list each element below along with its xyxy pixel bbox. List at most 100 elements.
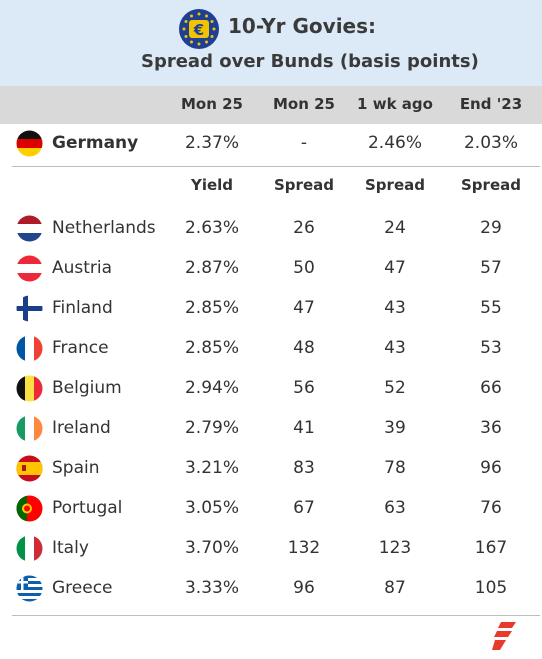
table-row: Belgium 2.94% 56 52 66 xyxy=(0,369,542,409)
eu-star xyxy=(212,27,216,31)
country-name: Finland xyxy=(52,298,113,318)
eu-star xyxy=(197,42,201,46)
country-name: Germany xyxy=(52,133,139,153)
week-ago-spread-value: 78 xyxy=(384,458,406,478)
yield-value: 2.63% xyxy=(184,218,239,238)
table-row: Spain 3.21% 83 78 96 xyxy=(0,449,542,489)
eu-star xyxy=(205,14,208,18)
flag-gr-icon xyxy=(16,575,43,602)
spread-value: 41 xyxy=(293,418,315,438)
yield-value: 3.70% xyxy=(184,538,239,558)
country-name: Belgium xyxy=(52,378,122,398)
end-year-value: 2.03% xyxy=(463,133,518,153)
end-year-spread-value: 53 xyxy=(480,338,502,358)
week-ago-spread-value: 47 xyxy=(384,258,406,278)
subheader-spread: Spread xyxy=(365,176,425,194)
eu-star xyxy=(190,40,193,44)
flag-ie-icon xyxy=(16,415,43,442)
table-row: France 2.85% 48 43 53 xyxy=(0,329,542,369)
yield-value: 3.05% xyxy=(184,498,239,518)
yield-value: 2.94% xyxy=(184,378,239,398)
week-ago-spread-value: 52 xyxy=(384,378,406,398)
spread-value: 48 xyxy=(293,338,315,358)
flag-be-icon xyxy=(16,375,43,402)
euro-icon: € xyxy=(179,9,219,49)
subheader-yield: Yield xyxy=(190,176,234,194)
country-name: Italy xyxy=(52,538,89,558)
flag-es-icon xyxy=(16,455,43,482)
spread-value: 56 xyxy=(293,378,315,398)
spread-value: 47 xyxy=(293,298,315,318)
week-ago-spread-value: 87 xyxy=(384,578,406,598)
column-header: 1 wk ago xyxy=(357,95,433,113)
week-ago-spread-value: 43 xyxy=(384,338,406,358)
country-name: Portugal xyxy=(52,498,123,518)
country-name: France xyxy=(52,338,109,358)
flag-nl-icon xyxy=(16,215,43,242)
yield-value: 2.87% xyxy=(184,258,239,278)
table-row: Finland 2.85% 47 43 55 xyxy=(0,289,542,329)
chart-subtitle: Spread over Bunds (basis points) xyxy=(141,51,479,72)
end-year-spread-value: 96 xyxy=(480,458,502,478)
table-row-germany: Germany 2.37% - 2.46% 2.03% xyxy=(0,124,542,164)
week-ago-spread-value: 123 xyxy=(378,538,412,558)
table-row: Netherlands 2.63% 26 24 29 xyxy=(0,209,542,249)
spread-value: 26 xyxy=(293,218,315,238)
eu-star xyxy=(182,27,186,31)
column-header: End '23 xyxy=(459,95,523,113)
yield-value: 2.85% xyxy=(184,298,239,318)
table-row: Portugal 3.05% 67 63 76 xyxy=(0,489,542,529)
eu-star xyxy=(205,40,208,44)
end-year-spread-value: 57 xyxy=(480,258,502,278)
flag-fr-icon xyxy=(16,335,43,362)
week-ago-spread-value: 39 xyxy=(384,418,406,438)
yield-value: 2.85% xyxy=(184,338,239,358)
brand-logo-icon xyxy=(492,622,516,650)
week-ago-value: 2.46% xyxy=(367,133,422,153)
end-year-spread-value: 76 xyxy=(480,498,502,518)
column-header: Mon 25 xyxy=(180,95,243,113)
eu-star xyxy=(190,14,193,18)
svg-text:€: € xyxy=(193,21,204,39)
eu-star xyxy=(210,20,214,23)
country-name: Austria xyxy=(52,258,113,278)
yield-value: 3.21% xyxy=(184,458,239,478)
spread-value: 132 xyxy=(287,538,321,558)
table-row: Ireland 2.79% 41 39 36 xyxy=(0,409,542,449)
country-name: Ireland xyxy=(52,418,111,438)
eu-star xyxy=(210,35,214,38)
spread-value: - xyxy=(300,133,308,153)
flag-pt-icon xyxy=(16,495,43,522)
eu-star xyxy=(197,12,201,16)
table-row: Italy 3.70% 132 123 167 xyxy=(0,529,542,569)
yield-value: 3.33% xyxy=(184,578,239,598)
divider xyxy=(12,166,540,167)
eu-star xyxy=(184,20,188,23)
flag-it-icon xyxy=(16,535,43,562)
column-header: Mon 25 xyxy=(272,95,335,113)
column-header-row: Mon 25 Mon 25 1 wk ago End '23 xyxy=(0,86,542,124)
subheader-spread: Spread xyxy=(461,176,521,194)
flag-germany-icon xyxy=(16,130,43,157)
end-year-spread-value: 29 xyxy=(480,218,502,238)
spread-value: 50 xyxy=(293,258,315,278)
eu-star xyxy=(184,35,188,38)
end-year-spread-value: 167 xyxy=(474,538,508,558)
spread-value: 67 xyxy=(293,498,315,518)
week-ago-spread-value: 63 xyxy=(384,498,406,518)
end-year-spread-value: 66 xyxy=(480,378,502,398)
yield-value: 2.79% xyxy=(184,418,239,438)
country-name: Netherlands xyxy=(52,218,156,238)
end-year-spread-value: 55 xyxy=(480,298,502,318)
table-row: Greece 3.33% 96 87 105 xyxy=(0,569,542,609)
country-name: Greece xyxy=(52,578,113,598)
week-ago-spread-value: 43 xyxy=(384,298,406,318)
week-ago-spread-value: 24 xyxy=(384,218,406,238)
yield-value: 2.37% xyxy=(184,133,239,153)
end-year-spread-value: 105 xyxy=(474,578,508,598)
subheader-spread: Spread xyxy=(274,176,334,194)
flag-at-icon xyxy=(16,255,43,282)
end-year-spread-value: 36 xyxy=(480,418,502,438)
header-band: € 10-Yr Govies: Spread over Bunds (basis… xyxy=(0,0,542,86)
divider xyxy=(12,615,540,616)
